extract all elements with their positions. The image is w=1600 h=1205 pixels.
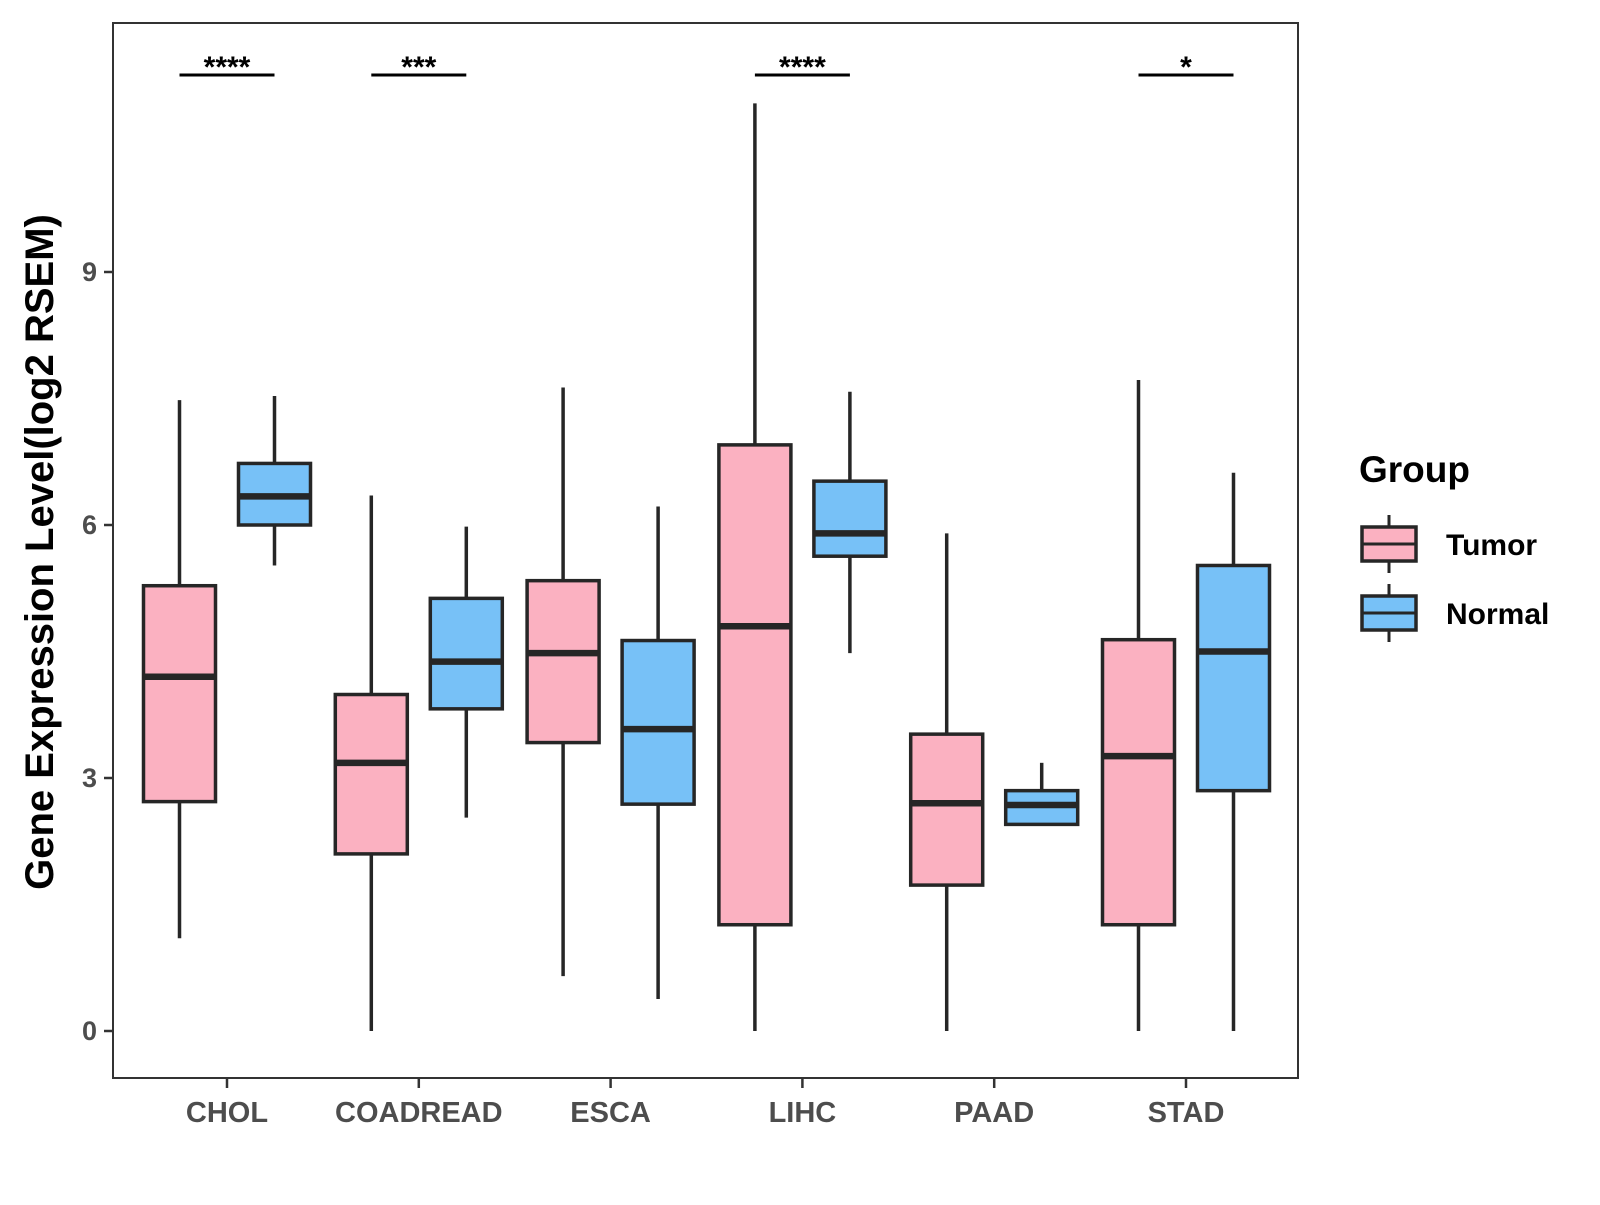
y-tick-label-6: 6 <box>82 510 97 540</box>
y-tick-label-3: 3 <box>82 763 97 793</box>
y-tick-label-0: 0 <box>82 1016 97 1046</box>
box-paad-tumor <box>908 732 985 887</box>
x-tick-label-coadread: COADREAD <box>335 1097 503 1129</box>
y-tick-label-9: 9 <box>82 257 97 287</box>
box-lihc-tumor <box>717 443 793 927</box>
x-tick-label-esca: ESCA <box>570 1097 651 1129</box>
box-stad-normal <box>1195 563 1272 793</box>
significance-label-lihc: **** <box>779 51 826 84</box>
box-stad-tumor <box>1100 637 1177 927</box>
legend-label-normal: Normal <box>1446 598 1549 631</box>
significance-label-stad: * <box>1180 51 1192 84</box>
significance-label-coadread: *** <box>401 51 436 84</box>
box-chol-tumor <box>141 583 218 804</box>
box-coadread-tumor <box>333 692 410 856</box>
box-esca-normal <box>620 638 696 806</box>
box-esca-tumor <box>525 578 601 745</box>
x-tick-label-lihc: LIHC <box>769 1097 837 1129</box>
x-tick-label-chol: CHOL <box>186 1097 268 1129</box>
x-tick-label-paad: PAAD <box>954 1097 1034 1129</box>
box-coadread-normal <box>428 596 505 711</box>
legend: Group Tumor Normal <box>1359 449 1549 642</box>
boxes-layer <box>141 103 1272 1031</box>
y-axis-title: Gene Expression Level(log2 RSEM) <box>18 214 62 890</box>
plot-panel-border <box>112 22 1299 1079</box>
axes-layer: 0 3 6 9 CHOL COADREAD ESCA LIHC PAAD STAD <box>82 257 1224 1129</box>
significance-layer: **** *** **** * <box>179 51 1234 84</box>
x-tick-label-stad: STAD <box>1148 1097 1225 1129</box>
legend-title: Group <box>1359 449 1470 490</box>
box-lihc-normal <box>812 479 888 558</box>
legend-label-tumor: Tumor <box>1446 529 1537 562</box>
significance-label-chol: **** <box>204 51 251 84</box>
